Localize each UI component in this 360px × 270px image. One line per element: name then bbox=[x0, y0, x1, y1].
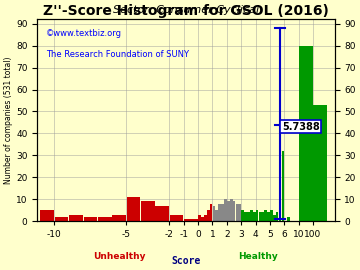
Bar bbox=[198, 215, 201, 221]
Text: The Research Foundation of SUNY: The Research Foundation of SUNY bbox=[46, 50, 189, 59]
Bar bbox=[201, 217, 204, 221]
Bar bbox=[258, 212, 261, 221]
Bar bbox=[40, 210, 54, 221]
Bar bbox=[112, 215, 126, 221]
Bar bbox=[221, 204, 224, 221]
Bar bbox=[276, 212, 279, 221]
Bar bbox=[247, 212, 250, 221]
Bar bbox=[299, 46, 313, 221]
Text: Sector: Consumer Cyclical: Sector: Consumer Cyclical bbox=[113, 5, 259, 15]
X-axis label: Score: Score bbox=[171, 256, 201, 266]
Bar bbox=[84, 217, 97, 221]
Bar bbox=[224, 199, 227, 221]
Bar bbox=[238, 204, 241, 221]
Bar bbox=[273, 215, 276, 221]
Bar bbox=[270, 210, 273, 221]
Text: Unhealthy: Unhealthy bbox=[93, 252, 145, 261]
Bar bbox=[204, 215, 207, 221]
Bar bbox=[314, 105, 327, 221]
Bar bbox=[241, 210, 244, 221]
Bar bbox=[127, 197, 140, 221]
Bar bbox=[156, 206, 169, 221]
Bar bbox=[235, 204, 238, 221]
Text: 5.7388: 5.7388 bbox=[282, 122, 320, 132]
Bar bbox=[98, 217, 112, 221]
Bar bbox=[207, 210, 210, 221]
Bar bbox=[261, 212, 264, 221]
Bar bbox=[279, 212, 282, 221]
Bar bbox=[233, 201, 235, 221]
Bar bbox=[282, 151, 284, 221]
Bar bbox=[253, 212, 256, 221]
Bar bbox=[212, 206, 215, 221]
Bar bbox=[256, 210, 258, 221]
Bar bbox=[250, 210, 253, 221]
Bar bbox=[218, 204, 221, 221]
Bar bbox=[55, 217, 68, 221]
Bar bbox=[215, 210, 218, 221]
Bar bbox=[227, 201, 230, 221]
Y-axis label: Number of companies (531 total): Number of companies (531 total) bbox=[4, 56, 13, 184]
Bar bbox=[170, 215, 183, 221]
Bar bbox=[141, 201, 155, 221]
Bar bbox=[267, 212, 270, 221]
Text: Healthy: Healthy bbox=[239, 252, 278, 261]
Bar bbox=[210, 204, 212, 221]
Bar bbox=[230, 199, 233, 221]
Text: ©www.textbiz.org: ©www.textbiz.org bbox=[46, 29, 122, 38]
Bar bbox=[264, 210, 267, 221]
Bar bbox=[244, 212, 247, 221]
Bar bbox=[69, 215, 83, 221]
Title: Z''-Score Histogram for GSOL (2016): Z''-Score Histogram for GSOL (2016) bbox=[43, 4, 329, 18]
Bar bbox=[287, 217, 290, 221]
Bar bbox=[184, 219, 198, 221]
